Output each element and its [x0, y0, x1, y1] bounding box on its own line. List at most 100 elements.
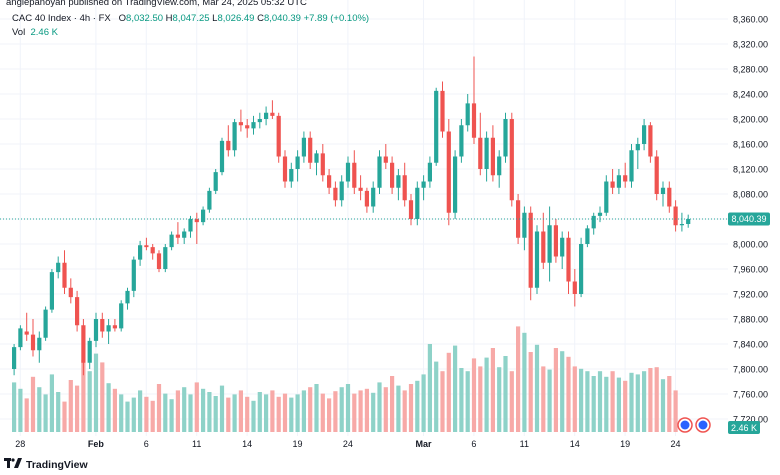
candle-body [207, 190, 212, 210]
volume-value: 2.46 K [30, 27, 58, 38]
y-tick-label: 7,720.00 [733, 415, 768, 425]
x-axis[interactable]: 28 Feb 6 11 14 19 24 Mar 6 11 14 19 24 [15, 439, 680, 449]
y-tick-label: 8,120.00 [733, 165, 768, 175]
y-tick-label: 8,080.00 [733, 190, 768, 200]
volume-bar [56, 392, 61, 432]
volume-bar [597, 371, 603, 432]
volume-bar [396, 385, 401, 432]
candle-body [314, 153, 319, 163]
candle-body [93, 319, 99, 341]
candle-body [320, 153, 325, 176]
economic-event-icon-inner [680, 420, 690, 430]
y-tick-label: 7,960.00 [733, 265, 768, 275]
axis-tags: 8,040.39 2.46 K [728, 212, 770, 434]
volume-bar [169, 399, 174, 432]
last-price-tag: 8,040.39 [731, 214, 766, 224]
candle-body [396, 175, 401, 188]
candle-body [62, 262, 67, 288]
volume-bar [642, 371, 647, 432]
candle-body [188, 219, 193, 232]
candle-body [345, 162, 351, 182]
y-tick-label: 7,800.00 [733, 365, 768, 375]
volume-bar [377, 382, 382, 432]
candle-body [106, 325, 111, 332]
x-tick-label: 24 [670, 439, 680, 449]
candle-body [371, 187, 376, 207]
volume-bar [352, 393, 357, 432]
high-value: 8,047.25 [172, 13, 210, 24]
candle-body [427, 162, 432, 182]
volume-bar [289, 397, 294, 432]
candle-body [484, 137, 489, 169]
y-tick-label: 8,320.00 [733, 40, 768, 50]
tradingview-footer[interactable]: TradingView [4, 458, 88, 471]
candle-body [68, 287, 73, 298]
volume-bar [459, 368, 464, 432]
candle-body [566, 237, 571, 282]
volume-bar [320, 393, 325, 432]
candle-body [547, 225, 552, 263]
candle-body [679, 224, 684, 226]
volume-bar [295, 394, 300, 432]
candle-body [377, 156, 382, 188]
volume-tag-bg [728, 421, 760, 434]
volume-bar [156, 384, 162, 432]
volume-bar [49, 374, 54, 432]
candle-body [333, 187, 338, 201]
volume-bar [516, 326, 521, 432]
volume-bar [509, 371, 514, 432]
candle-body [264, 112, 269, 119]
event-icons[interactable] [677, 417, 711, 433]
volume-bar [37, 387, 42, 432]
candle-body [364, 190, 369, 207]
volume-bar [276, 396, 281, 432]
volume-bar [207, 392, 212, 432]
volume-bar [219, 385, 225, 432]
candle-body [358, 187, 363, 191]
x-tick-label: 6 [471, 439, 476, 449]
volume-bar [408, 384, 414, 432]
volume-bar [257, 392, 262, 432]
volume-legend: Vol 2.46 K [12, 27, 58, 38]
symbol-label[interactable]: CAC 40 Index · 4h · FX [12, 13, 111, 24]
dividend-event-icon-inner [698, 420, 708, 430]
volume-bar [314, 384, 319, 432]
volume-bar [87, 371, 92, 432]
tradingview-brand: TradingView [26, 458, 88, 471]
volume-bar [667, 376, 672, 432]
tradingview-logo-icon [4, 458, 22, 471]
candle-body [232, 122, 237, 151]
candle-body [434, 90, 439, 163]
y-tick-label: 8,000.00 [733, 240, 768, 250]
y-tick-label: 7,840.00 [733, 340, 768, 350]
candle-body [667, 187, 672, 207]
y-tick-label: 7,760.00 [733, 390, 768, 400]
volume-bar [308, 387, 313, 432]
candle-body [270, 112, 275, 116]
candle-body [390, 162, 395, 188]
volume-bar [471, 358, 477, 432]
candle-body [352, 162, 357, 188]
candle-body [610, 181, 615, 188]
volume-bar [144, 396, 149, 432]
volume-bar [635, 374, 640, 432]
volume-bar [201, 388, 206, 432]
candle-body [182, 231, 187, 238]
candle-body [509, 119, 514, 201]
volume-bar [264, 394, 269, 432]
candle-body [301, 137, 306, 157]
candle-body [245, 125, 250, 129]
y-tick-label: 7,920.00 [733, 290, 768, 300]
candle-body [169, 234, 174, 248]
candle-body [503, 119, 508, 157]
candle-body [75, 297, 80, 326]
x-tick-label: Mar [415, 439, 432, 449]
candle-body [465, 103, 470, 126]
candle-body [478, 137, 483, 169]
volume-bar [604, 376, 609, 432]
volume-bar [566, 356, 571, 432]
candle-body [591, 215, 596, 229]
volume-bar [238, 390, 243, 432]
candle-body [560, 237, 565, 257]
